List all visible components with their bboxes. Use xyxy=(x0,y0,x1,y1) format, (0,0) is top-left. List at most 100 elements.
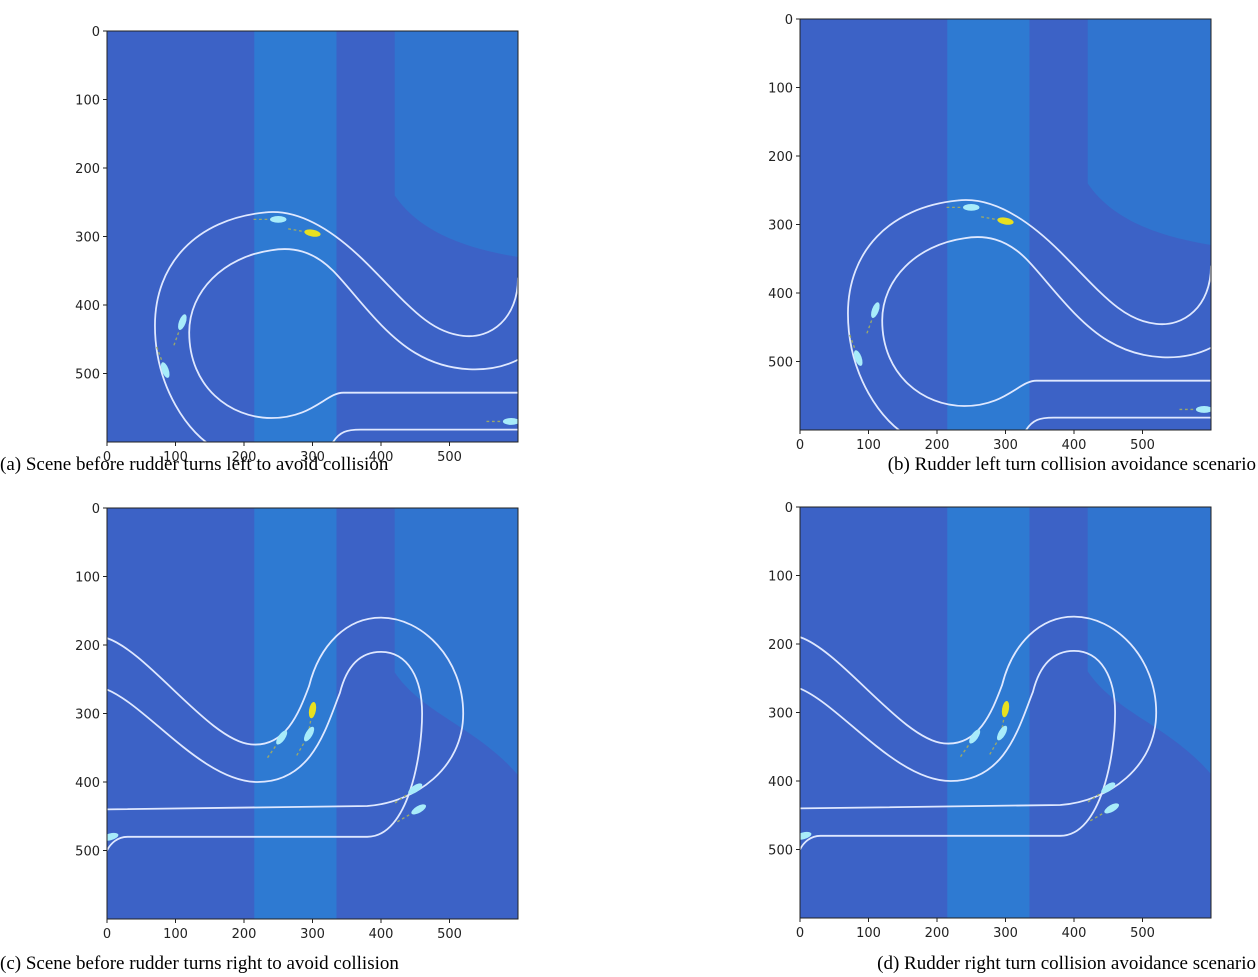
current-band xyxy=(254,31,337,442)
caption: (a) Scene before rudder turns left to av… xyxy=(0,454,389,475)
x-tick-label: 500 xyxy=(437,450,462,465)
x-tick-label: 500 xyxy=(1130,438,1155,453)
y-tick-label: 400 xyxy=(75,776,100,791)
y-tick-label: 100 xyxy=(75,571,100,586)
track-line xyxy=(847,199,1212,431)
y-tick-label: 500 xyxy=(75,845,100,860)
x-tick-label: 0 xyxy=(796,926,804,941)
ship xyxy=(502,418,519,425)
ship xyxy=(1001,700,1010,718)
y-tick-label: 0 xyxy=(92,502,100,517)
x-tick-label: 400 xyxy=(1062,438,1087,453)
x-tick-label: 100 xyxy=(163,927,188,942)
scene xyxy=(107,508,518,919)
panel: 0 100 200 300 400 500 0 100 200 300 400 500 (c) Scen… xyxy=(0,502,519,974)
ship xyxy=(308,701,317,719)
y-tick-label: 300 xyxy=(75,231,100,246)
current-band xyxy=(254,508,337,919)
track-line xyxy=(1025,416,1212,431)
wake xyxy=(394,808,420,824)
track-line xyxy=(107,616,465,811)
wake xyxy=(392,788,416,806)
y-tick-label: 200 xyxy=(75,639,100,654)
current-region xyxy=(394,31,518,258)
x-tick-label: 200 xyxy=(925,438,950,453)
x-tick-label: 400 xyxy=(369,927,394,942)
ship xyxy=(1104,803,1119,814)
track-line xyxy=(188,248,519,419)
track-line xyxy=(154,211,519,443)
ship xyxy=(276,730,288,745)
ship xyxy=(178,314,187,330)
x-tick-label: 0 xyxy=(103,450,111,465)
x-tick-label: 300 xyxy=(993,926,1018,941)
x-tick-label: 200 xyxy=(232,927,257,942)
y-tick-label: 300 xyxy=(768,707,793,722)
x-tick-label: 200 xyxy=(232,450,257,465)
caption: (b) Rudder left turn collision avoidance… xyxy=(888,454,1256,475)
wake xyxy=(958,736,976,760)
current-band xyxy=(947,507,1030,918)
y-tick-label: 400 xyxy=(75,299,100,314)
y-tick-label: 100 xyxy=(75,94,100,109)
scene xyxy=(800,507,1211,918)
ship xyxy=(107,832,119,841)
ship xyxy=(304,726,315,742)
wake xyxy=(107,836,111,839)
panel: 0 100 200 300 400 500 0 100 200 300 400 500 (d) Rudd… xyxy=(768,501,1256,974)
current-region xyxy=(1087,507,1211,775)
x-tick-label: 100 xyxy=(856,438,881,453)
y-tick-label: 100 xyxy=(768,570,793,585)
ship xyxy=(969,729,981,744)
current-region xyxy=(394,508,518,776)
x-tick-label: 200 xyxy=(925,926,950,941)
y-tick-label: 300 xyxy=(75,708,100,723)
ship xyxy=(1101,782,1116,794)
y-tick-label: 0 xyxy=(92,25,100,40)
y-tick-label: 0 xyxy=(785,13,793,28)
scene xyxy=(107,31,519,443)
x-tick-label: 400 xyxy=(1062,926,1087,941)
track-line xyxy=(800,649,1116,850)
wake xyxy=(978,215,1006,222)
track-line xyxy=(332,428,519,443)
wake xyxy=(865,309,876,337)
track-line xyxy=(881,236,1212,407)
ship xyxy=(963,203,980,211)
y-tick-label: 200 xyxy=(768,638,793,653)
x-tick-label: 300 xyxy=(300,450,325,465)
scene xyxy=(800,19,1212,431)
wake xyxy=(848,332,859,359)
ship xyxy=(853,350,863,366)
y-tick-label: 500 xyxy=(768,356,793,371)
y-tick-label: 500 xyxy=(768,844,793,859)
current-band xyxy=(947,19,1030,430)
y-tick-label: 100 xyxy=(768,82,793,97)
x-tick-label: 100 xyxy=(856,926,881,941)
caption: (c) Scene before rudder turns right to a… xyxy=(0,953,399,974)
ship xyxy=(997,725,1008,741)
track-line xyxy=(107,650,423,851)
y-tick-label: 200 xyxy=(75,162,100,177)
track-line xyxy=(800,615,1158,810)
ship xyxy=(408,783,423,795)
wake xyxy=(172,321,183,349)
wake xyxy=(155,344,166,371)
ship xyxy=(411,804,426,815)
ship xyxy=(160,362,170,378)
y-tick-label: 400 xyxy=(768,287,793,302)
ship xyxy=(270,215,287,223)
y-tick-label: 500 xyxy=(75,368,100,383)
ship xyxy=(304,229,321,237)
ship xyxy=(1195,406,1212,413)
x-tick-label: 100 xyxy=(163,450,188,465)
y-tick-label: 200 xyxy=(768,150,793,165)
y-tick-label: 300 xyxy=(768,219,793,234)
x-tick-label: 300 xyxy=(993,438,1018,453)
y-tick-label: 400 xyxy=(768,775,793,790)
ship xyxy=(871,302,880,318)
x-tick-label: 0 xyxy=(103,927,111,942)
ship xyxy=(800,831,812,840)
